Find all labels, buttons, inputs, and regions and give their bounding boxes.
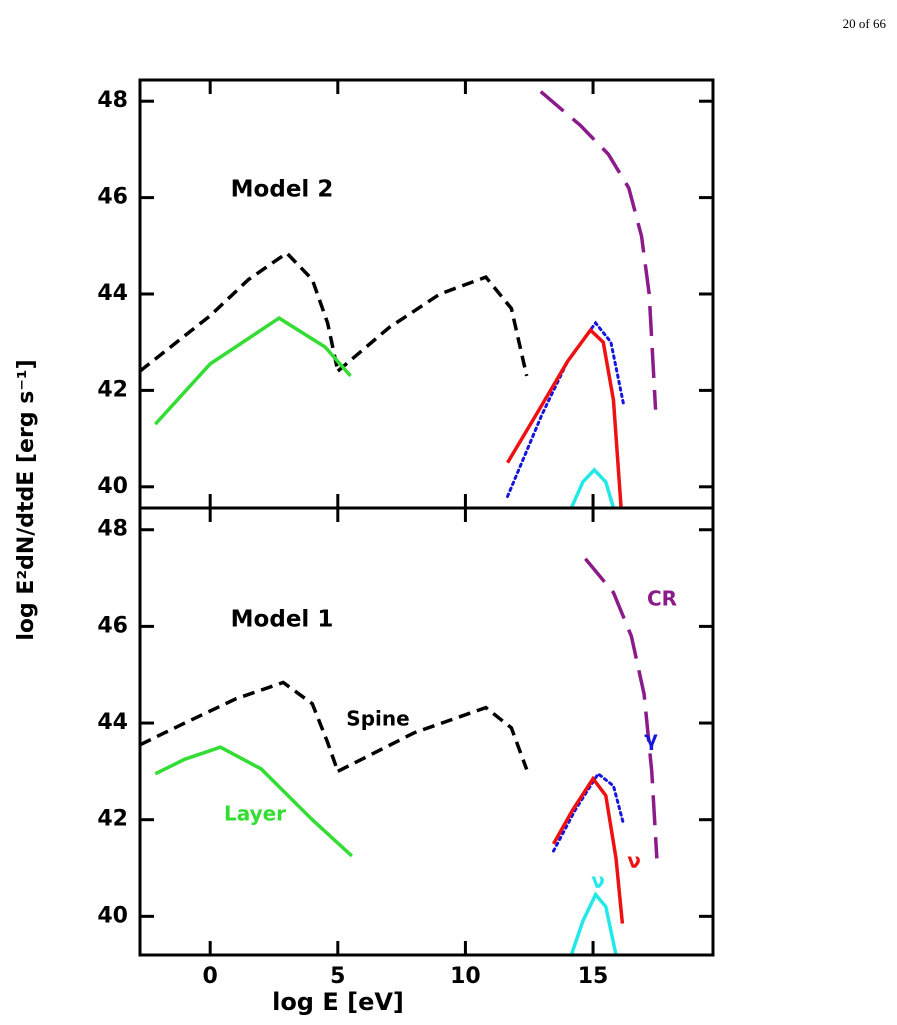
curve [551, 771, 626, 853]
y-tick-label: 40 [97, 474, 128, 499]
curve [336, 275, 529, 377]
annotation: ν [591, 869, 605, 893]
annotation: Model 2 [231, 177, 334, 203]
annotation: γ [644, 727, 658, 751]
curve [506, 327, 623, 508]
annotation: ν [627, 849, 641, 873]
curve [154, 316, 352, 426]
curve [140, 250, 340, 373]
y-tick-label: 46 [97, 613, 128, 638]
curve [539, 90, 658, 410]
x-axis-label: log E [eV] [272, 988, 404, 1016]
curve [551, 775, 625, 924]
plot-area [140, 557, 659, 955]
curve [154, 745, 354, 858]
y-axis-label: log E²dN/dtdE [erg s⁻¹] [14, 359, 39, 640]
x-tick-label: 5 [330, 964, 345, 989]
plot-area [140, 90, 658, 508]
curve [506, 320, 626, 498]
curve [569, 467, 616, 508]
annotation: Layer [224, 802, 286, 826]
x-tick-label: 0 [203, 964, 218, 989]
frame [138, 78, 715, 510]
y-tick-label: 42 [97, 807, 128, 832]
y-tick-label: 42 [97, 377, 128, 402]
page-number: 20 of 66 [843, 16, 887, 31]
frame [138, 506, 715, 957]
y-tick-label: 46 [97, 185, 128, 210]
y-tick-label: 44 [97, 281, 128, 306]
annotation: Model 1 [231, 607, 334, 633]
annotation: Spine [346, 707, 409, 731]
curve [569, 891, 618, 955]
x-tick-label: 10 [450, 964, 481, 989]
y-tick-label: 40 [97, 903, 128, 928]
curve [140, 680, 340, 772]
x-tick-label: 15 [578, 964, 609, 989]
y-tick-label: 48 [97, 88, 128, 113]
y-tick-label: 48 [97, 517, 128, 542]
y-tick-label: 44 [97, 710, 128, 735]
curve [337, 705, 529, 773]
annotation: CR [647, 587, 677, 611]
